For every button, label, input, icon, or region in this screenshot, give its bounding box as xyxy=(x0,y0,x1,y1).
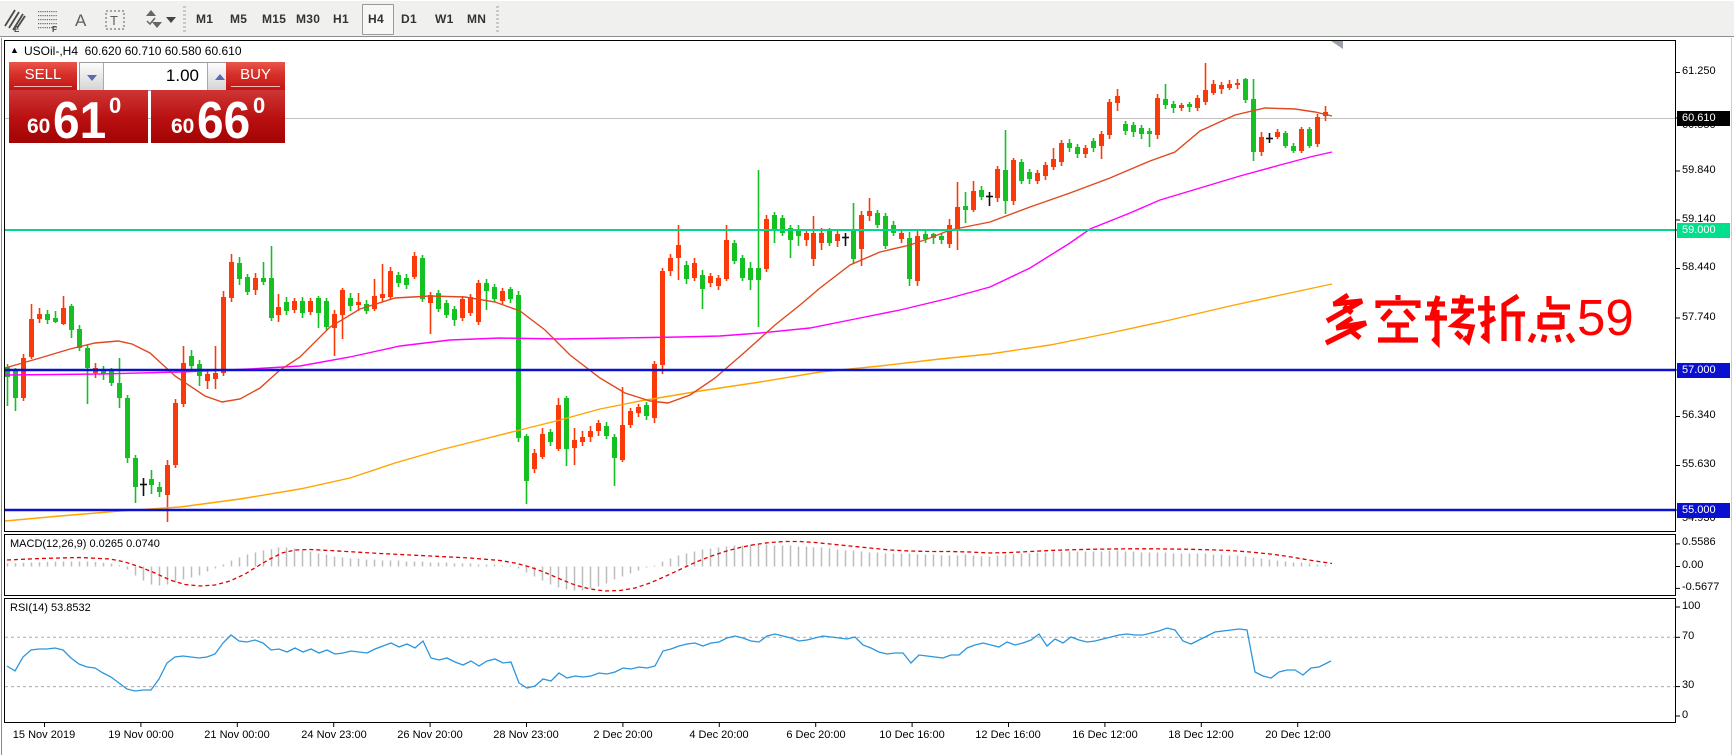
svg-text:59: 59 xyxy=(1577,289,1634,346)
svg-text:E: E xyxy=(14,25,20,34)
svg-text:F: F xyxy=(52,25,57,34)
svg-text:A: A xyxy=(75,11,87,30)
svg-text:T: T xyxy=(110,13,118,28)
